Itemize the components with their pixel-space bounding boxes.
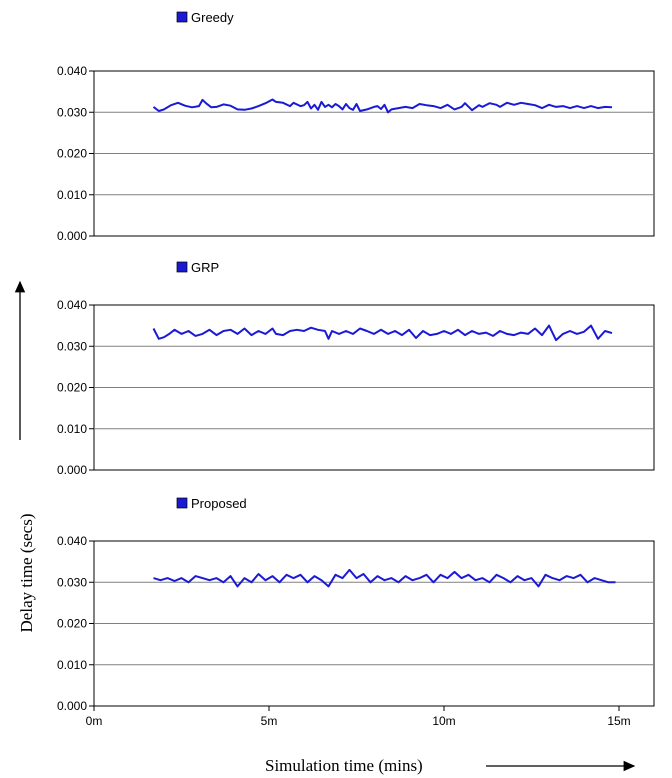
x-tick-label: 10m (432, 714, 455, 728)
y-tick-label: 0.030 (57, 105, 87, 119)
y-tick-label: 0.020 (57, 617, 87, 631)
y-axis-title: Delay time (secs) (17, 514, 36, 633)
y-tick-label: 0.030 (57, 339, 87, 353)
legend-label: Greedy (191, 10, 234, 25)
y-tick-label: 0.040 (57, 298, 87, 312)
y-tick-label: 0.020 (57, 381, 87, 395)
panel-1: 0.000 0.010 0.020 0.030 0.040 Greedy (57, 10, 655, 243)
legend-label: Proposed (191, 496, 247, 511)
y-tick-label: 0.000 (57, 229, 87, 243)
panel-2: 0.000 0.010 0.020 0.030 0.040 GRP (57, 260, 655, 477)
x-axis-title: Simulation time (mins) (265, 756, 423, 775)
x-tick-label: 15m (607, 714, 630, 728)
panel-3: 0.000 0.010 0.020 0.030 0.040 0m 5m 10m 15m Propo… (57, 496, 655, 728)
y-tick-label: 0.000 (57, 699, 87, 713)
legend-swatch (176, 497, 188, 509)
legend-label: GRP (191, 260, 219, 275)
series-line-proposed (153, 568, 616, 588)
y-tick-label: 0.010 (57, 658, 87, 672)
y-tick-label: 0.020 (57, 147, 87, 161)
legend-swatch (176, 261, 188, 273)
y-tick-label: 0.000 (57, 463, 87, 477)
series-line-grp (152, 324, 613, 342)
y-tick-label: 0.030 (57, 575, 87, 589)
legend-swatch (176, 11, 188, 23)
legend: GRP (176, 260, 219, 275)
legend: Proposed (176, 496, 247, 511)
x-tick-label: 0m (86, 714, 103, 728)
x-tick-label: 5m (261, 714, 278, 728)
y-tick-label: 0.010 (57, 422, 87, 436)
y-tick-label: 0.010 (57, 188, 87, 202)
y-tick-label: 0.040 (57, 534, 87, 548)
y-tick-label: 0.040 (57, 64, 87, 78)
legend: Greedy (176, 10, 234, 25)
series-line-greedy (152, 98, 613, 114)
